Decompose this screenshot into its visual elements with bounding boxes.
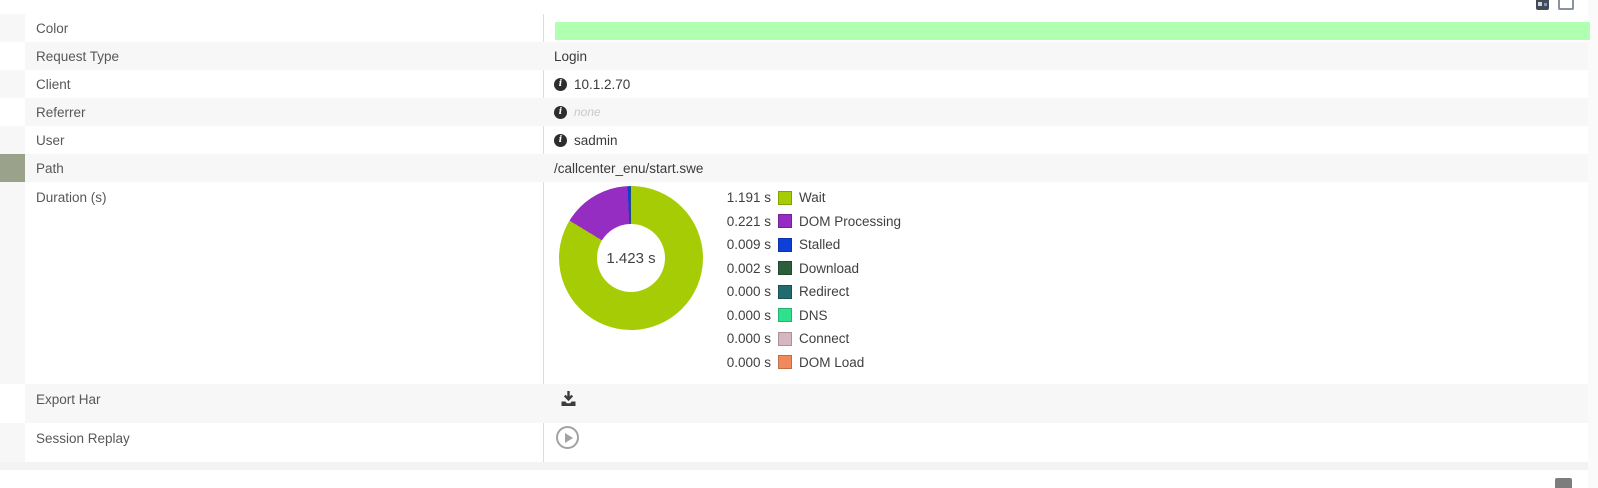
row-label: User xyxy=(36,132,65,148)
info-icon[interactable]: i xyxy=(554,105,567,119)
row-gutter xyxy=(0,70,25,98)
legend-value: 1.191 s xyxy=(726,190,771,206)
legend-item: 0.221 s DOM Processing xyxy=(711,210,901,234)
path-value: /callcenter_enu/start.swe xyxy=(554,160,704,176)
row-label: Request Type xyxy=(36,48,120,64)
info-icon[interactable]: i xyxy=(554,133,567,147)
table-row-session-replay: Session Replay xyxy=(0,423,1588,462)
legend-item: 0.000 s Connect xyxy=(711,327,901,351)
row-value xyxy=(548,423,1588,462)
column-divider xyxy=(543,14,544,462)
legend-value: 0.000 s xyxy=(726,331,771,347)
legend-swatch xyxy=(778,214,792,229)
play-session-replay-icon[interactable] xyxy=(556,426,579,449)
legend-value: 0.000 s xyxy=(726,284,771,300)
info-icon[interactable]: i xyxy=(554,77,567,91)
row-label: Client xyxy=(36,76,71,92)
client-value: 10.1.2.70 xyxy=(574,76,631,92)
legend-swatch xyxy=(778,284,792,299)
row-gutter xyxy=(0,126,25,154)
legend-value: 0.221 s xyxy=(726,213,771,229)
table-row-client: Client i 10.1.2.70 xyxy=(0,70,1588,98)
session-color-bar xyxy=(555,21,1590,40)
row-label: Path xyxy=(36,160,64,176)
row-label: Export Har xyxy=(36,392,101,407)
legend-item: 0.000 s DOM Load xyxy=(711,351,901,375)
row-gutter xyxy=(0,384,25,423)
row-value: 1.423 s 1.191 s Wait 0.221 s DOM Process… xyxy=(548,182,1588,384)
row-gutter xyxy=(0,14,25,42)
legend-value: 0.000 s xyxy=(726,354,771,370)
legend-swatch xyxy=(778,261,792,276)
legend-label: DOM Processing xyxy=(799,213,902,229)
table-row-referrer: Referrer i none xyxy=(0,98,1588,126)
row-label: Session Replay xyxy=(36,431,130,446)
legend-swatch xyxy=(778,331,792,346)
legend-item: 1.191 s Wait xyxy=(711,186,901,210)
row-value: Login xyxy=(554,48,588,64)
page-background-strip xyxy=(1588,0,1598,488)
expand-icon[interactable] xyxy=(1558,0,1574,10)
user-value: sadmin xyxy=(574,132,618,148)
table-row-path: Path /callcenter_enu/start.swe xyxy=(0,154,1588,182)
legend-value: 0.000 s xyxy=(726,307,771,323)
legend-label: Redirect xyxy=(799,284,850,300)
row-value: i 10.1.2.70 xyxy=(548,70,1588,98)
table-row-request-type: Request Type Login xyxy=(0,42,1588,70)
legend-label: DOM Load xyxy=(799,354,865,370)
path-color-marker xyxy=(0,154,25,182)
legend-label: Connect xyxy=(799,331,850,347)
legend-value: 0.009 s xyxy=(726,237,771,253)
legend-item: 0.002 s Download xyxy=(711,257,901,281)
duration-legend: 1.191 s Wait 0.221 s DOM Processing 0.00… xyxy=(711,186,901,374)
legend-item: 0.009 s Stalled xyxy=(711,233,901,257)
row-label: Duration (s) xyxy=(36,190,107,205)
duration-donut-chart: 1.423 s xyxy=(559,186,703,330)
table-row-color: Color xyxy=(0,14,1590,42)
bottom-toolbar-icon[interactable] xyxy=(1555,478,1572,488)
legend-label: Wait xyxy=(799,190,826,206)
row-value: i sadmin xyxy=(548,126,1588,154)
legend-label: Download xyxy=(799,260,860,276)
donut-center-label: 1.423 s xyxy=(597,224,665,292)
row-gutter xyxy=(0,42,25,70)
row-gutter xyxy=(0,182,25,384)
row-label: Color xyxy=(36,20,69,36)
legend-label: DNS xyxy=(799,307,828,323)
row-value: i none xyxy=(548,98,1588,126)
row-gutter xyxy=(0,98,25,126)
legend-swatch xyxy=(778,237,792,252)
row-value xyxy=(548,14,1590,42)
legend-item: 0.000 s DNS xyxy=(711,304,901,328)
table-row-export-har: Export Har xyxy=(0,384,1588,423)
snapshot-icon[interactable] xyxy=(1536,0,1549,10)
panel-footer-band xyxy=(0,462,1588,470)
table-row-user: User i sadmin xyxy=(0,126,1588,154)
row-gutter xyxy=(0,423,25,462)
referrer-value: none xyxy=(574,105,601,119)
legend-swatch xyxy=(778,308,792,323)
legend-item: 0.000 s Redirect xyxy=(711,280,901,304)
legend-swatch xyxy=(778,355,792,370)
legend-value: 0.002 s xyxy=(726,260,771,276)
row-value xyxy=(548,384,1588,423)
table-row-duration: Duration (s) 1.423 s 1.191 s Wait 0.221 … xyxy=(0,182,1588,384)
legend-label: Stalled xyxy=(799,237,841,253)
download-har-icon[interactable] xyxy=(560,390,577,407)
row-label: Referrer xyxy=(36,104,86,120)
legend-swatch xyxy=(778,190,792,205)
